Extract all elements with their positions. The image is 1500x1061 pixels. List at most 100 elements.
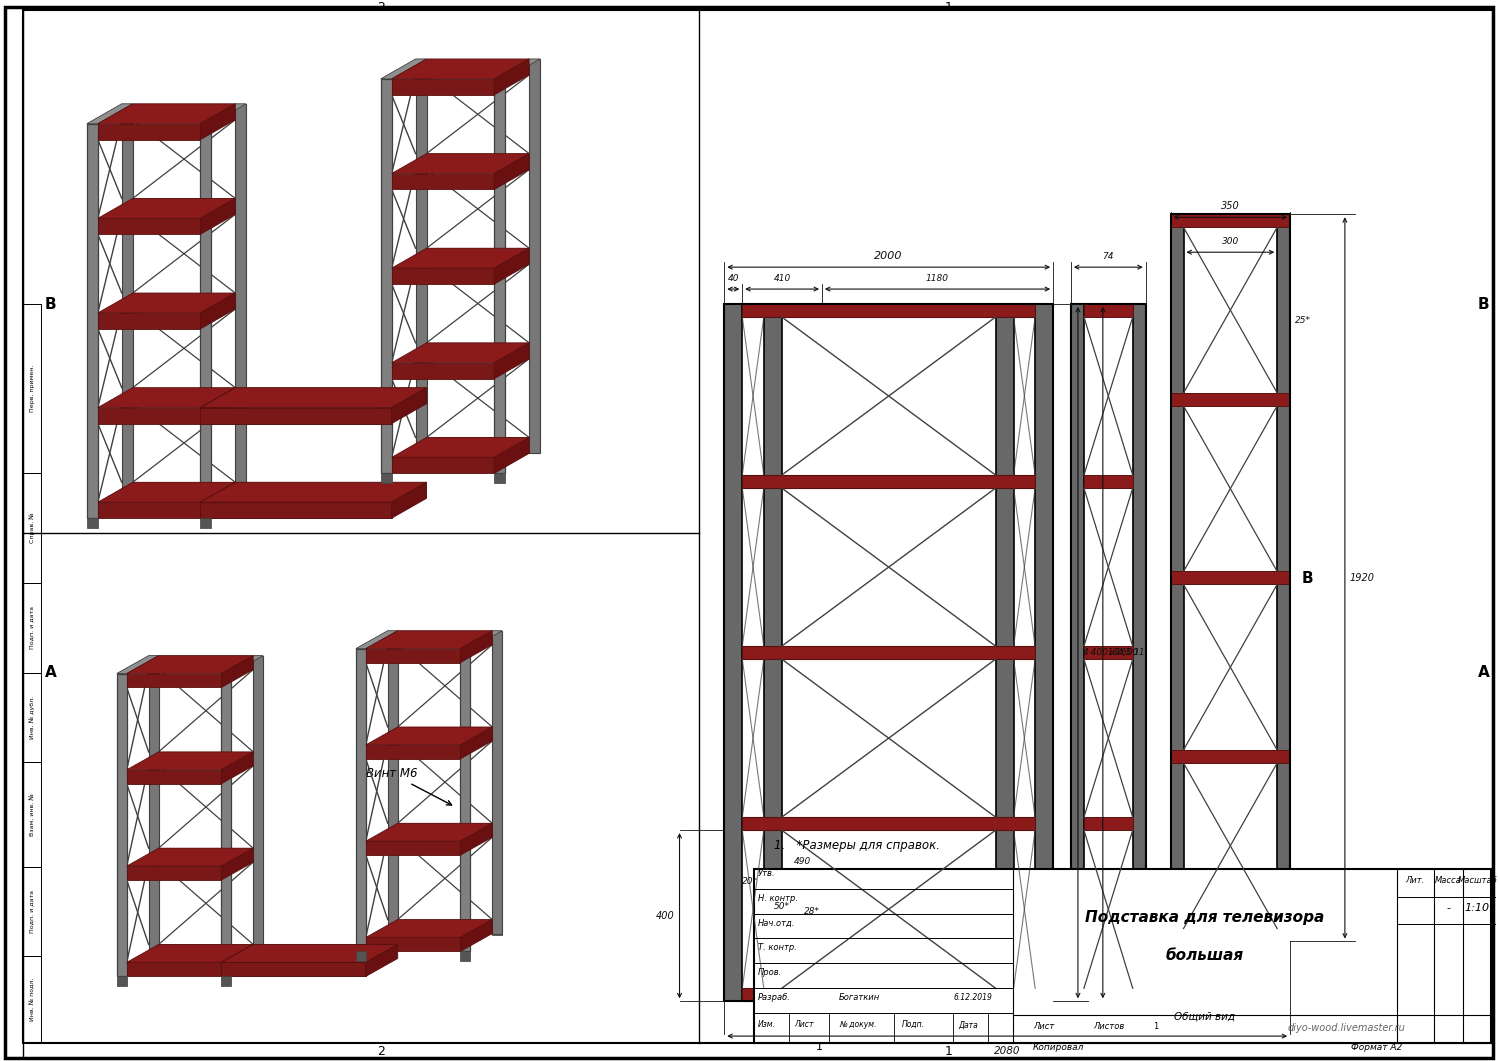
Polygon shape	[392, 174, 495, 190]
Polygon shape	[356, 648, 366, 952]
Bar	[1276, 214, 1290, 941]
Polygon shape	[98, 407, 201, 423]
Polygon shape	[201, 483, 236, 518]
Text: 1920: 1920	[1350, 573, 1376, 582]
Polygon shape	[222, 944, 254, 976]
Bar	[1170, 214, 1290, 227]
Text: 1: 1	[1152, 1022, 1158, 1031]
Polygon shape	[126, 944, 254, 962]
Polygon shape	[98, 104, 236, 124]
Polygon shape	[132, 293, 236, 309]
Text: большая: большая	[1166, 949, 1244, 963]
Bar	[22, 762, 40, 867]
Polygon shape	[381, 79, 392, 473]
Text: Богаткин: Богаткин	[839, 993, 880, 1003]
Polygon shape	[381, 59, 426, 79]
Polygon shape	[159, 752, 254, 766]
Bar	[22, 867, 40, 956]
Text: Нач.отд.: Нач.отд.	[758, 919, 795, 927]
Polygon shape	[495, 473, 506, 484]
Polygon shape	[122, 104, 132, 499]
Bar	[22, 305, 40, 473]
Text: 25*: 25*	[1294, 316, 1311, 326]
Bar	[1132, 305, 1146, 1002]
Text: 184,5·11: 184,5·11	[1108, 648, 1146, 657]
Bar	[742, 475, 1035, 488]
Bar	[996, 305, 1014, 1002]
Polygon shape	[201, 407, 392, 423]
Polygon shape	[132, 387, 236, 403]
Polygon shape	[126, 674, 222, 688]
Text: Подставка для телевизора: Подставка для телевизора	[1086, 910, 1324, 925]
Polygon shape	[236, 104, 246, 499]
Bar	[1084, 305, 1132, 317]
Bar	[1170, 393, 1290, 406]
Polygon shape	[530, 59, 540, 453]
Bar	[724, 305, 1053, 1002]
Bar	[742, 646, 1035, 659]
Polygon shape	[460, 648, 471, 952]
Polygon shape	[398, 630, 492, 645]
Polygon shape	[392, 79, 495, 94]
Polygon shape	[132, 104, 236, 120]
Polygon shape	[398, 727, 492, 741]
Polygon shape	[356, 952, 366, 961]
Polygon shape	[392, 437, 530, 457]
Polygon shape	[381, 473, 392, 484]
Text: Подп. и дата: Подп. и дата	[30, 890, 34, 933]
Text: Копировал: Копировал	[1032, 1043, 1083, 1053]
Text: 6.12.2019: 6.12.2019	[954, 993, 993, 1003]
Polygon shape	[148, 656, 159, 958]
Polygon shape	[426, 154, 530, 170]
Polygon shape	[159, 656, 254, 669]
Polygon shape	[98, 198, 236, 219]
Text: B: B	[1302, 571, 1314, 586]
Polygon shape	[201, 518, 211, 528]
Bar	[1084, 817, 1132, 830]
Polygon shape	[392, 268, 495, 284]
Polygon shape	[426, 248, 530, 264]
Text: Лист: Лист	[794, 1020, 813, 1029]
Polygon shape	[98, 293, 236, 313]
Polygon shape	[201, 198, 236, 234]
Text: Разраб.: Разраб.	[758, 993, 790, 1003]
Text: Изм.: Изм.	[758, 1020, 776, 1029]
Bar	[1084, 475, 1132, 488]
Text: 490: 490	[794, 857, 812, 867]
Text: 2000: 2000	[874, 251, 903, 261]
Text: 2: 2	[376, 1, 384, 14]
Text: 400: 400	[656, 910, 675, 921]
Text: diyo-wood.livemaster.ru: diyo-wood.livemaster.ru	[1288, 1023, 1406, 1033]
Bar	[764, 305, 782, 1002]
Bar	[1084, 988, 1132, 1002]
Polygon shape	[426, 343, 530, 359]
Polygon shape	[254, 656, 262, 958]
Text: Формат А2: Формат А2	[1352, 1043, 1402, 1053]
Polygon shape	[366, 727, 492, 745]
Polygon shape	[366, 630, 492, 648]
Polygon shape	[222, 848, 254, 880]
Bar	[1170, 750, 1290, 763]
Bar	[742, 305, 1035, 317]
Bar	[22, 956, 40, 1043]
Bar	[4, 7, 22, 1058]
Text: A: A	[1478, 665, 1490, 680]
Text: Общий вид: Общий вид	[1174, 1012, 1236, 1022]
Text: 2080: 2080	[994, 1046, 1020, 1056]
Polygon shape	[392, 363, 495, 379]
Bar	[1071, 305, 1146, 1002]
Text: 300: 300	[1221, 238, 1239, 246]
Text: B: B	[1478, 296, 1490, 312]
Text: 1: 1	[816, 1042, 822, 1053]
Polygon shape	[126, 656, 254, 674]
Polygon shape	[460, 823, 492, 855]
Text: Инв. № дубл.: Инв. № дубл.	[30, 696, 34, 738]
Bar	[724, 305, 742, 1002]
Polygon shape	[98, 502, 201, 518]
Polygon shape	[398, 823, 492, 837]
Polygon shape	[126, 866, 222, 880]
Polygon shape	[492, 630, 502, 934]
Text: 1:10: 1:10	[1466, 903, 1490, 912]
Text: 28*: 28*	[804, 907, 820, 917]
Polygon shape	[222, 976, 231, 987]
